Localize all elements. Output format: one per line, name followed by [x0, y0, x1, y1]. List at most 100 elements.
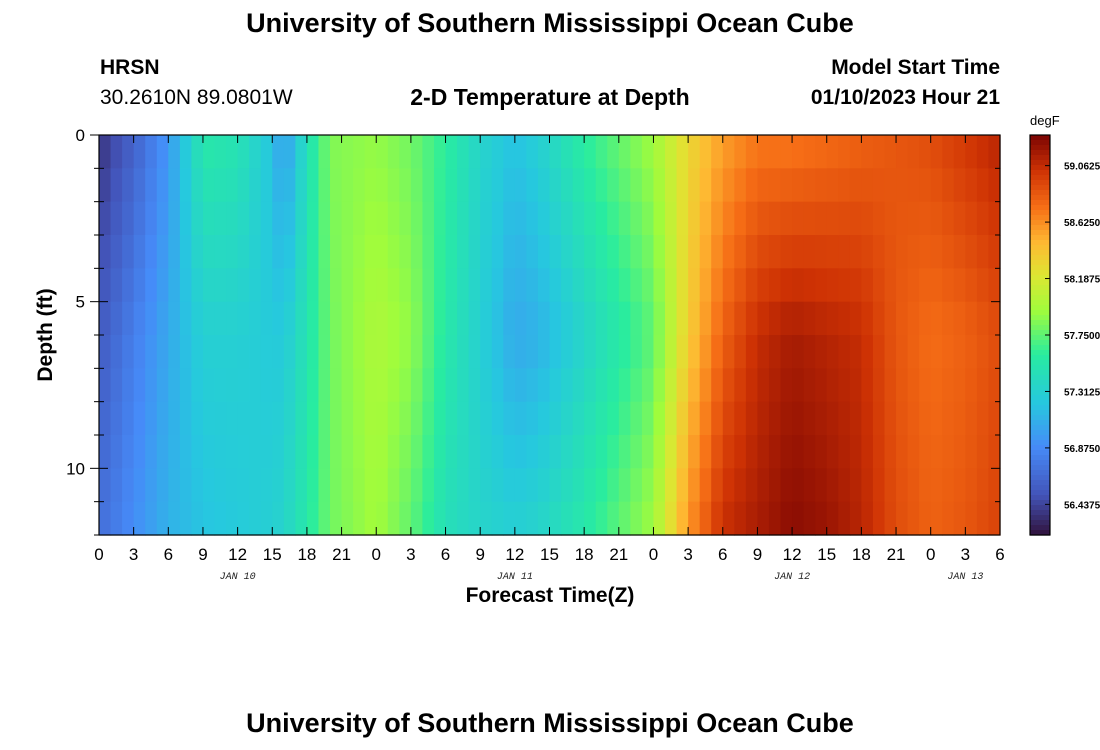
heatmap-cell [526, 235, 539, 269]
heatmap-cell [214, 468, 227, 503]
heatmap-cell [480, 401, 493, 436]
heatmap-cell [156, 268, 169, 303]
heatmap-cell [826, 301, 839, 336]
colorbar-segment [1030, 225, 1050, 231]
heatmap-cell [99, 368, 112, 403]
heatmap-cell [537, 501, 551, 536]
heatmap-cell [260, 435, 273, 469]
heatmap-cell [330, 235, 343, 269]
heatmap-cell [780, 368, 793, 403]
heatmap-cell [849, 268, 862, 303]
heatmap-cell [561, 235, 574, 269]
heatmap-cell [711, 435, 724, 469]
heatmap-cell [99, 335, 112, 369]
heatmap-cell [503, 401, 516, 436]
heatmap-cell [330, 468, 343, 503]
heatmap-cell [838, 301, 851, 336]
colorbar-segment [1030, 160, 1050, 166]
heatmap-cell [780, 235, 793, 269]
heatmap-cell [445, 301, 458, 336]
heatmap-cell [237, 368, 250, 403]
heatmap-cell [306, 268, 320, 303]
heatmap-cell [422, 135, 435, 169]
heatmap-cell [249, 435, 262, 469]
heatmap-cell [641, 401, 655, 436]
heatmap-cell [272, 301, 285, 336]
heatmap-cell [468, 268, 481, 303]
heatmap-cell [422, 368, 435, 403]
colorbar-segment [1030, 140, 1050, 146]
heatmap-cell [699, 201, 712, 236]
heatmap-cell [942, 301, 955, 336]
colorbar-segment [1030, 365, 1050, 371]
heatmap-cell [561, 268, 574, 303]
heatmap-cell [491, 468, 504, 503]
heatmap-cell [919, 235, 932, 269]
heatmap-cell [930, 435, 943, 469]
heatmap-cell [722, 135, 735, 169]
x-tick-label: 18 [297, 545, 316, 564]
heatmap-cell [745, 368, 759, 403]
x-tick-label: 3 [406, 545, 415, 564]
heatmap-cell [919, 201, 932, 236]
heatmap-cell [353, 401, 366, 436]
heatmap-cell [133, 335, 146, 369]
heatmap-cell [433, 201, 447, 236]
heatmap-cell [156, 468, 169, 503]
heatmap-cell [249, 368, 262, 403]
heatmap-cell [514, 168, 527, 203]
heatmap-cell [930, 168, 943, 203]
heatmap-cell [549, 168, 562, 203]
colorbar-segment [1030, 420, 1050, 426]
heatmap-cell [145, 435, 158, 469]
heatmap-cell [942, 168, 955, 203]
model-start-label: Model Start Time [831, 56, 1000, 79]
heatmap-cell [595, 435, 608, 469]
heatmap-cell [861, 135, 874, 169]
colorbar-segment [1030, 210, 1050, 216]
colorbar-segment [1030, 410, 1050, 416]
heatmap-cell [179, 268, 193, 303]
heatmap-cell [226, 168, 239, 203]
heatmap-cell [468, 235, 481, 269]
heatmap-cell [387, 501, 400, 536]
heatmap-cell [145, 135, 158, 169]
heatmap-cell [676, 301, 689, 336]
colorbar-segment [1030, 180, 1050, 186]
x-tick-label: 12 [783, 545, 802, 564]
heatmap-cell [688, 501, 701, 536]
heatmap-cell [399, 201, 412, 236]
heatmap-cell [306, 168, 320, 203]
heatmap-cell [988, 168, 1001, 203]
heatmap-cell [480, 468, 493, 503]
heatmap-cell [537, 235, 551, 269]
heatmap-cell [410, 268, 424, 303]
colorbar-segment [1030, 425, 1050, 431]
heatmap-cell [665, 501, 678, 536]
heatmap-cell [584, 368, 597, 403]
heatmap-cell [896, 235, 909, 269]
heatmap-cell [872, 335, 886, 369]
heatmap-cell [872, 235, 886, 269]
heatmap-cell [191, 401, 204, 436]
colorbar-segment [1030, 190, 1050, 196]
heatmap-cell [572, 435, 585, 469]
heatmap-cell [884, 201, 897, 236]
heatmap-cell [283, 401, 296, 436]
heatmap-cell [919, 401, 932, 436]
heatmap-cell [202, 468, 216, 503]
heatmap-cell [676, 235, 689, 269]
heatmap-cell [179, 201, 193, 236]
heatmap-cell [549, 501, 562, 536]
heatmap-cell [815, 135, 828, 169]
colorbar-segment [1030, 480, 1050, 486]
heatmap-cell [907, 501, 920, 536]
heatmap-cell [295, 435, 308, 469]
heatmap-cell [815, 401, 828, 436]
heatmap-cell [768, 435, 782, 469]
heatmap-cell [156, 401, 169, 436]
heatmap-cell [711, 368, 724, 403]
heatmap-cell [688, 468, 701, 503]
heatmap-cell [768, 135, 782, 169]
heatmap-cell [561, 435, 574, 469]
